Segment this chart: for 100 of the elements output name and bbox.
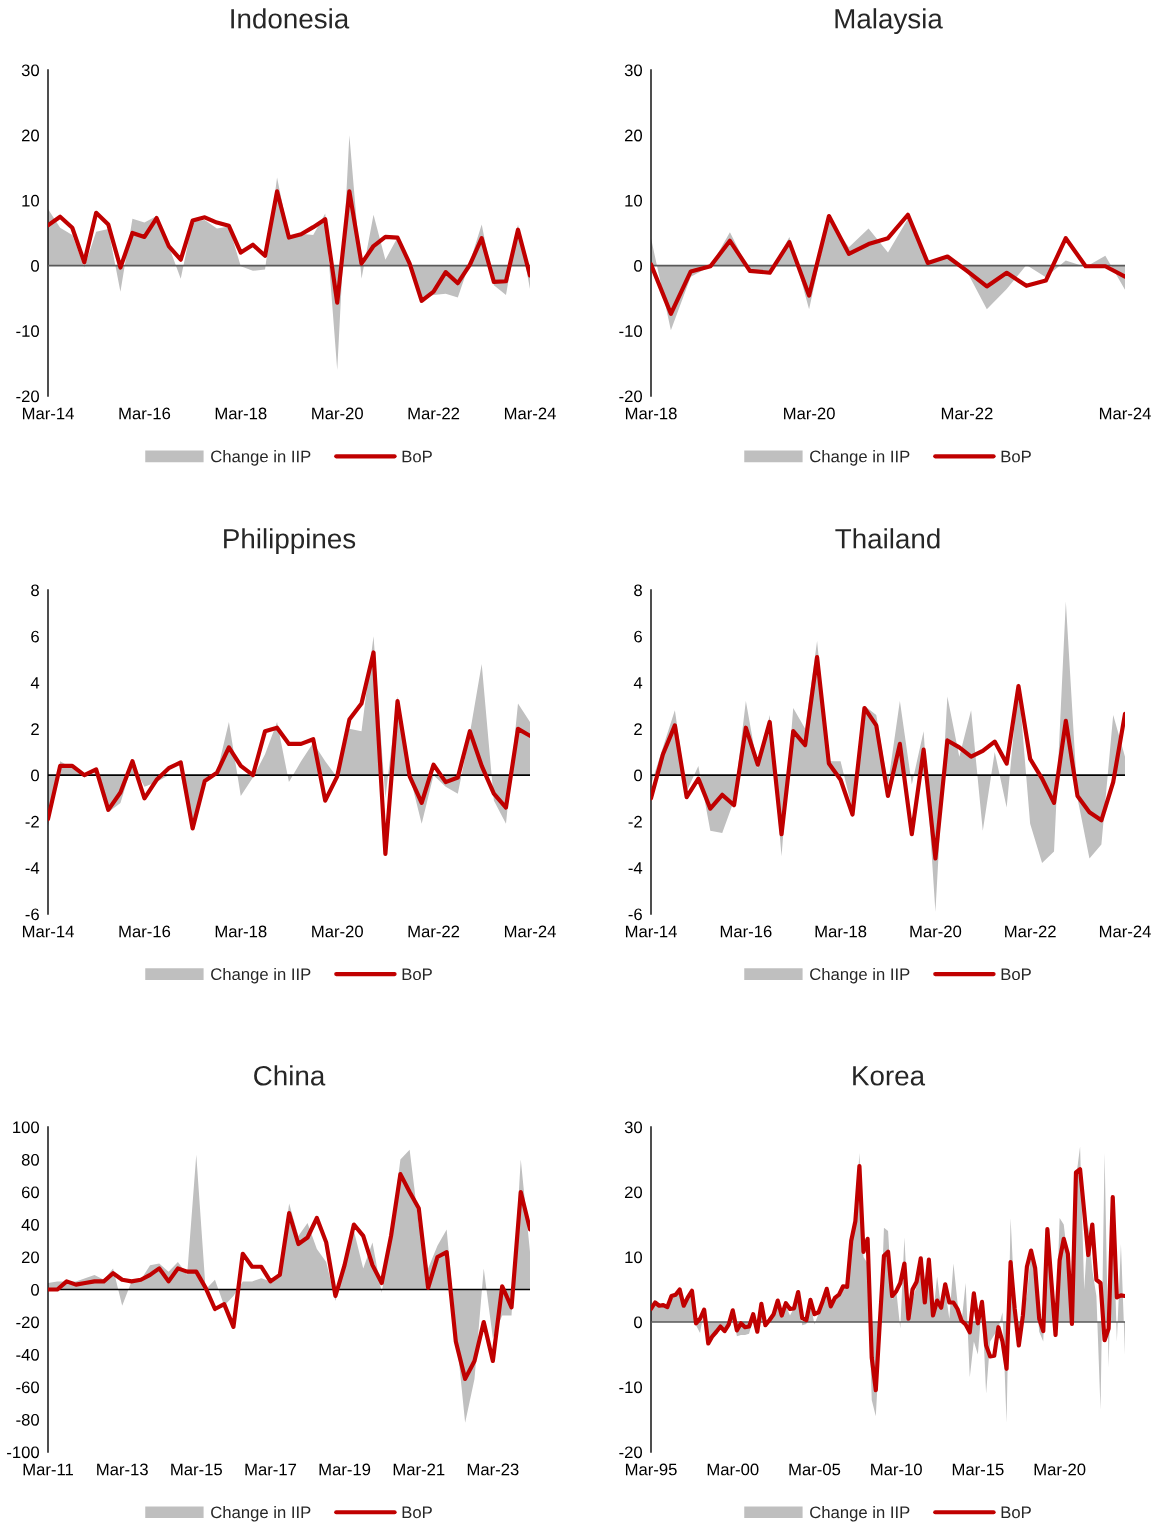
y-tick-label: 10 (625, 1251, 643, 1264)
x-tick-label: Mar-20 (784, 407, 835, 420)
y-tick-label: -20 (16, 390, 40, 403)
y-tick-label: 4 (633, 677, 643, 689)
x-tick-label: Mar-24 (504, 925, 556, 938)
x-tick-label: Mar-18 (215, 407, 267, 420)
y-tick-label: -6 (628, 908, 642, 921)
x-tick-label: Mar-16 (119, 407, 171, 420)
line-series (651, 1163, 1125, 1393)
y-tick-label: 20 (624, 129, 643, 142)
x-tick-label: Mar-24 (504, 407, 556, 420)
x-tick-label: Mar-20 (312, 407, 363, 420)
x-tick-label: Mar-00 (707, 1463, 759, 1476)
x-tick-label: Mar-22 (408, 925, 460, 938)
x-tick-label: Mar-20 (312, 925, 363, 938)
x-tick-label: Mar-20 (1034, 1463, 1086, 1476)
y-tick-label: 0 (31, 769, 40, 782)
x-tick-label: Mar-14 (625, 925, 677, 938)
y-tick-label: 20 (624, 1186, 643, 1199)
x-tick-label: Mar-11 (23, 1463, 73, 1476)
y-tick-label: 6 (634, 630, 642, 643)
y-tick-label: -20 (16, 1316, 40, 1329)
chart-title: Philippines (224, 528, 356, 555)
line-series (48, 650, 530, 856)
y-tick-label: 100 (13, 1121, 40, 1134)
y-tick-label: -40 (16, 1348, 40, 1361)
chart-title: Malaysia (835, 8, 943, 35)
x-tick-label: Mar-22 (408, 407, 460, 420)
legend-label: Change in IIP (810, 450, 910, 466)
x-tick-label: Mar-21 (393, 1463, 445, 1476)
legend-label: Change in IIP (810, 967, 910, 984)
y-tick-label: 20 (21, 1251, 40, 1264)
y-tick-label: -4 (25, 862, 40, 874)
y-tick-label: 10 (22, 194, 40, 207)
x-tick-label: Mar-10 (871, 1463, 922, 1476)
x-tick-label: Mar-18 (215, 925, 267, 938)
y-tick-label: 0 (31, 1283, 40, 1296)
y-tick-label: -80 (16, 1413, 40, 1426)
y-tick-label: -20 (619, 1446, 643, 1459)
legend-label: Change in IIP (211, 450, 311, 466)
y-tick-label: 0 (634, 260, 643, 272)
x-tick-label: Mar-17 (245, 1463, 297, 1476)
x-tick-label: Mar-14 (22, 407, 74, 420)
y-tick-label: 40 (21, 1218, 40, 1231)
y-tick-label: -4 (628, 862, 643, 874)
y-tick-label: 80 (21, 1153, 40, 1166)
x-tick-label: Mar-24 (1099, 407, 1151, 420)
y-tick-label: 8 (31, 584, 39, 597)
y-tick-label: -20 (619, 390, 643, 403)
x-tick-label: Mar-13 (97, 1463, 148, 1476)
line-series (651, 655, 1125, 861)
legend-label: BoP (1001, 1506, 1031, 1519)
x-tick-label: Mar-23 (467, 1463, 519, 1476)
x-tick-label: Mar-16 (720, 925, 772, 938)
chart-title: China (254, 1065, 326, 1086)
y-tick-label: -10 (619, 325, 643, 337)
y-tick-label: -2 (628, 815, 642, 828)
y-tick-label: -6 (25, 908, 39, 921)
x-tick-label: Mar-15 (952, 1463, 1004, 1476)
y-tick-label: 30 (624, 1121, 643, 1134)
y-tick-label: 0 (31, 260, 40, 272)
chart-title: Korea (853, 1066, 926, 1086)
x-tick-label: Mar-16 (119, 925, 171, 938)
x-tick-label: Mar-19 (319, 1463, 371, 1476)
y-tick-label: 2 (31, 723, 39, 735)
legend-label: BoP (1001, 968, 1031, 981)
y-tick-label: 30 (21, 64, 40, 77)
line-series (48, 1172, 530, 1381)
x-tick-label: Mar-95 (625, 1463, 677, 1476)
y-tick-label: -60 (16, 1381, 40, 1394)
y-tick-label: 30 (624, 64, 643, 77)
x-tick-label: Mar-18 (815, 925, 867, 938)
y-tick-label: 2 (634, 723, 642, 735)
legend-label: BoP (402, 450, 432, 463)
y-tick-label: 60 (21, 1186, 40, 1199)
y-tick-label: -10 (619, 1381, 643, 1394)
y-tick-label: 4 (30, 677, 40, 689)
legend-label: BoP (1001, 450, 1031, 463)
y-tick-label: 6 (31, 630, 39, 643)
y-tick-label: 0 (634, 769, 643, 782)
x-tick-label: Mar-22 (1005, 925, 1056, 938)
legend-label: Change in IIP (211, 967, 311, 984)
x-tick-label: Mar-20 (910, 925, 962, 938)
y-tick-label: -2 (25, 815, 39, 828)
legend-label: Change in IIP (211, 1506, 311, 1522)
y-tick-label: -100 (7, 1446, 40, 1459)
x-tick-label: Mar-24 (1099, 925, 1151, 938)
x-tick-label: Mar-15 (171, 1463, 222, 1476)
x-tick-label: Mar-22 (941, 407, 993, 420)
y-tick-label: 20 (21, 129, 40, 142)
x-tick-label: Mar-18 (625, 407, 677, 420)
chart-title: Indonesia (231, 8, 350, 29)
legend-label: BoP (402, 1506, 432, 1519)
y-tick-label: 0 (634, 1316, 643, 1329)
x-tick-label: Mar-05 (789, 1463, 841, 1476)
y-tick-label: 10 (625, 194, 643, 207)
y-tick-label: -10 (16, 325, 40, 337)
line-series (48, 189, 530, 305)
line-series (651, 212, 1125, 316)
y-tick-label: 8 (634, 584, 642, 597)
